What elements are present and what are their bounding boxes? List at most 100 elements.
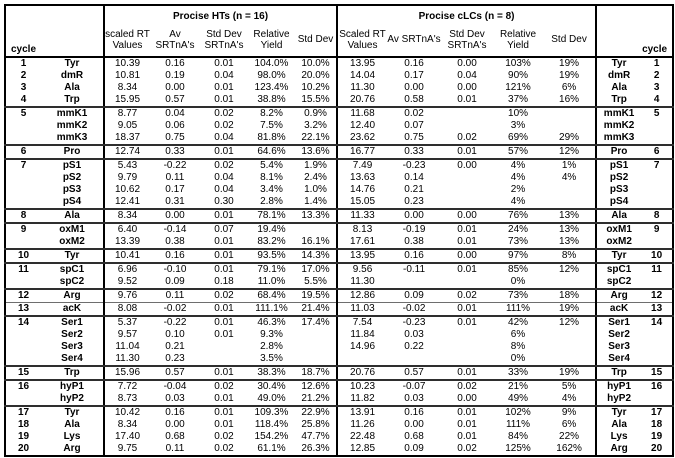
column-header-ht-stddev: Std Dev bbox=[295, 23, 339, 58]
ht-value-cell: 78.1% bbox=[248, 209, 295, 224]
residue-cell: Tyr bbox=[41, 406, 105, 419]
clc-value-cell: 4% bbox=[493, 196, 544, 210]
cycle-cell-right bbox=[641, 172, 673, 184]
cycle-cell: 15 bbox=[5, 366, 41, 381]
clc-value-cell: 0.57 bbox=[387, 366, 442, 381]
residue-cell: dmR bbox=[41, 70, 105, 82]
table-row: 18 Ala 8.34 0.00 0.01 118.4% 25.8% 11.26 0.00 0.0… bbox=[5, 419, 673, 431]
ht-value-cell: 83.2% bbox=[248, 236, 295, 250]
ht-value-cell: 10.2% bbox=[295, 82, 339, 94]
clc-value-cell: 4% bbox=[510, 160, 526, 171]
ht-value-cell: 3.2% bbox=[295, 120, 339, 132]
residue-cell: mmK2 bbox=[41, 120, 105, 132]
residue-cell-right: Arg bbox=[596, 289, 642, 303]
cycle-cell: 14 bbox=[17, 317, 30, 328]
ht-value-cell: 0.02 bbox=[214, 160, 234, 171]
residue-cell: hyP2 bbox=[41, 393, 105, 407]
ht-value-cell: 0.10 bbox=[165, 329, 185, 340]
clc-value-cell: 0.33 bbox=[387, 145, 442, 160]
ht-value-cell: 0.38 bbox=[150, 236, 200, 250]
ht-value-cell: 8.2% bbox=[260, 108, 283, 119]
ht-value-cell: 26.3% bbox=[295, 443, 339, 456]
cycle-cell-right: 20 bbox=[651, 443, 663, 454]
ht-value-cell: 118.4% bbox=[254, 419, 289, 430]
ht-value-cell: 0.02 bbox=[200, 289, 248, 303]
clc-value-cell: 0.00 bbox=[457, 160, 477, 171]
ht-value-cell: 0.01 bbox=[200, 145, 248, 160]
clc-value-cell: 11.26 bbox=[350, 419, 375, 430]
clc-value-cell: 76% bbox=[493, 209, 544, 224]
ht-value-cell: 8.77 bbox=[117, 108, 138, 119]
residue-cell: Ser2 bbox=[41, 329, 105, 341]
residue-cell-right: Ser3 bbox=[608, 341, 630, 352]
clc-value-cell: 12% bbox=[543, 316, 598, 329]
ht-value-cell: 104.0% bbox=[254, 58, 289, 69]
ht-value-cell: 11.0% bbox=[248, 276, 295, 290]
ht-value-cell: 47.7% bbox=[295, 431, 339, 443]
clc-value-cell: 10.23 bbox=[350, 381, 376, 392]
column-header-clc-scaled-rt: Scaled RT Values bbox=[337, 23, 388, 58]
cycle-cell: 17 bbox=[17, 407, 30, 418]
table-row: 9 oxM1 6.40 -0.14 0.07 19.4% 8.13 -0.19 0.01 24% 1… bbox=[5, 223, 673, 236]
table-row: 12 Arg 9.76 0.11 0.02 68.4% 19.5% 12.86 0.09 0.02… bbox=[5, 289, 674, 303]
clc-value-cell: -0.02 bbox=[387, 302, 442, 317]
ht-value-cell: 30.4% bbox=[257, 381, 286, 392]
residue-cell: Ala bbox=[41, 82, 105, 94]
table-row: 13 acK 8.08 -0.02 0.01 111.1% 21.4% 11.03 -0.02 0… bbox=[5, 302, 674, 317]
ht-value-cell: 18.37 bbox=[104, 132, 150, 146]
clc-value-cell: 13.95 bbox=[350, 58, 376, 69]
table-row: oxM2 13.39 0.38 0.01 83.2% 16.1% 17.61 0.38 0.01… bbox=[5, 236, 674, 250]
clc-value-cell: 0.01 bbox=[457, 431, 477, 442]
residue-cell-right: pS3 bbox=[609, 184, 629, 195]
cycle-cell bbox=[5, 353, 41, 367]
clc-value-cell bbox=[387, 276, 442, 290]
ht-value-cell: 19.5% bbox=[295, 289, 339, 303]
cycle-cell: 20 bbox=[17, 443, 30, 454]
clc-value-cell: 13% bbox=[543, 236, 598, 250]
clc-value-cell: 97% bbox=[493, 249, 544, 264]
ht-value-cell: 21.4% bbox=[295, 302, 339, 317]
clc-value-cell: 17.61 bbox=[337, 236, 388, 250]
residue-cell-right: Tyr bbox=[611, 407, 627, 418]
ht-value-cell: 0.17 bbox=[165, 184, 185, 195]
ht-value-cell: 10.39 bbox=[114, 58, 141, 69]
clc-value-cell: 0.16 bbox=[387, 249, 442, 264]
ht-value-cell: 10.0% bbox=[295, 57, 339, 70]
ht-value-cell: 0.18 bbox=[200, 276, 248, 290]
ht-value-cell: 10.42 bbox=[114, 407, 141, 418]
ht-value-cell: 0.57 bbox=[150, 94, 200, 108]
ht-value-cell: 0.04 bbox=[214, 184, 234, 195]
clc-value-cell: 7.54 bbox=[352, 317, 373, 328]
clc-value-cell: 0.07 bbox=[404, 120, 424, 131]
cycle-cell-right: 9 bbox=[653, 224, 660, 235]
ht-value-cell: 8.34 bbox=[117, 82, 138, 93]
ht-value-cell: 0.01 bbox=[214, 82, 234, 93]
ht-value-cell: 0.19 bbox=[165, 70, 185, 81]
clc-value-cell: 85% bbox=[508, 264, 529, 275]
ht-value-cell: -0.04 bbox=[163, 381, 187, 392]
ht-value-cell: 0.9% bbox=[295, 107, 339, 120]
ht-value-cell bbox=[295, 223, 339, 236]
residue-cell: mmK1 bbox=[41, 107, 105, 120]
cycle-cell: 9 bbox=[20, 224, 27, 235]
ht-value-cell: 1.0% bbox=[295, 184, 339, 196]
clc-value-cell: 0.01 bbox=[441, 236, 494, 250]
cycle-cell-right: 6 bbox=[641, 145, 674, 160]
ht-value-cell: 111.1% bbox=[248, 302, 295, 317]
clc-value-cell: 4% bbox=[510, 172, 526, 183]
residue-cell-right: Ser4 bbox=[596, 353, 642, 367]
cycle-cell: 2 bbox=[20, 70, 27, 81]
clc-value-cell: 22.48 bbox=[350, 431, 376, 442]
ht-value-cell: 109.3% bbox=[254, 407, 289, 418]
residue-cell-right: pS1 bbox=[609, 160, 629, 171]
ht-value-cell: 0.57 bbox=[150, 366, 200, 381]
ht-value-cell: 16.1% bbox=[295, 236, 339, 250]
column-header-row: scaled RT Values Av SRTnA's Std Dev SRTn… bbox=[5, 23, 673, 58]
ht-value-cell: 0.01 bbox=[200, 302, 248, 317]
column-header-clc-stddev: Std Dev bbox=[543, 23, 598, 58]
clc-value-cell: 111% bbox=[493, 302, 544, 317]
clc-value-cell: 0.58 bbox=[387, 94, 442, 108]
ht-value-cell: 9.3% bbox=[260, 329, 283, 340]
residue-cell: Trp bbox=[41, 94, 105, 108]
